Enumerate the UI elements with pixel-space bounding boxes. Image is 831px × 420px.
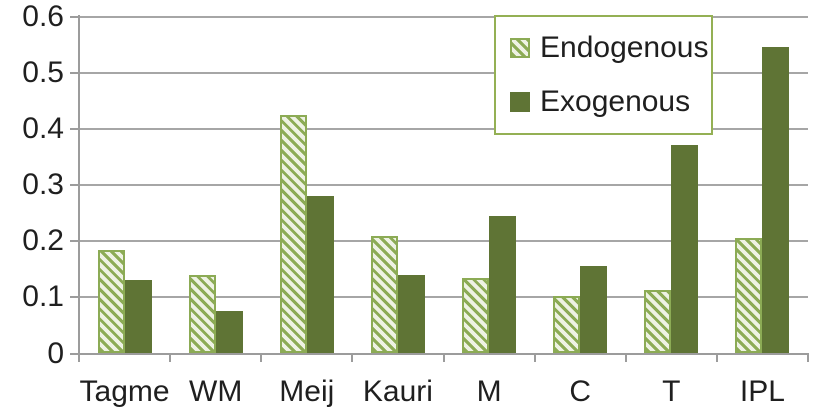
bar-exogenous-meij [306,196,334,354]
y-axis-line [78,15,80,355]
y-tick-label-0.6: 0.6 [22,0,64,33]
x-tick-7 [715,353,718,362]
y-tick-0.4 [70,127,78,130]
x-category-label-c: C [569,375,592,408]
bar-endogenous-ipl [735,238,763,354]
bar-endogenous-t [644,290,672,354]
x-tick-2 [260,353,263,362]
bar-exogenous-tagme [124,280,152,354]
y-tick-0.1 [70,296,78,299]
bar-exogenous-wm [215,311,243,354]
x-category-label-ipl: IPL [739,375,785,408]
bar-endogenous-kauri [370,235,398,354]
x-category-label-wm: WM [189,375,243,408]
y-tick-label-0: 0 [47,336,64,370]
gridline-0.6 [79,15,808,18]
x-tick-0 [78,353,80,362]
gridline-0.5 [79,71,808,74]
gridline-0.4 [79,127,808,130]
exogenous-solid-swatch-icon [510,92,530,112]
gridline-0.3 [79,184,808,186]
legend: Endogenous Exogenous [494,15,713,135]
endogenous-hatched-swatch-icon [510,38,530,58]
bar-endogenous-wm [188,274,216,354]
bar-exogenous-m [489,215,516,354]
x-category-label-kauri: Kauri [362,375,433,408]
x-category-label-meij: Meij [279,375,335,408]
y-tick-0.3 [70,184,78,186]
legend-label-endogenous: Endogenous [540,31,709,64]
x-category-label-t: T [662,375,681,408]
gridline-0.2 [79,240,808,243]
x-tick-6 [624,353,627,362]
x-category-label-tagme: Tagme [79,375,170,408]
x-category-label-m: M [476,375,502,408]
bar-endogenous-c [553,296,581,354]
gridline-0.1 [79,296,808,299]
y-tick-label-0.4: 0.4 [22,111,64,145]
y-tick-label-0.2: 0.2 [22,224,64,258]
y-tick-label-0.3: 0.3 [22,168,64,201]
bar-endogenous-tagme [97,249,125,354]
x-tick-8 [807,353,809,362]
bar-exogenous-kauri [397,274,425,354]
legend-item-endogenous: Endogenous [510,31,711,65]
bar-exogenous-t [671,144,699,354]
x-tick-4 [442,353,445,362]
x-tick-1 [169,353,172,362]
y-tick-0.5 [70,71,78,74]
bar-exogenous-c [580,266,608,354]
y-tick-0 [70,352,78,355]
y-tick-label-0.5: 0.5 [22,55,64,89]
x-tick-5 [533,353,536,362]
x-tick-3 [351,353,354,362]
legend-item-exogenous: Exogenous [510,85,711,119]
y-tick-label-0.1: 0.1 [22,280,64,314]
y-tick-0.2 [70,240,78,243]
bar-exogenous-ipl [762,47,790,354]
y-tick-0.6 [70,15,78,18]
bar-endogenous-m [462,277,489,354]
legend-label-exogenous: Exogenous [540,85,691,118]
bar-endogenous-meij [279,114,307,354]
